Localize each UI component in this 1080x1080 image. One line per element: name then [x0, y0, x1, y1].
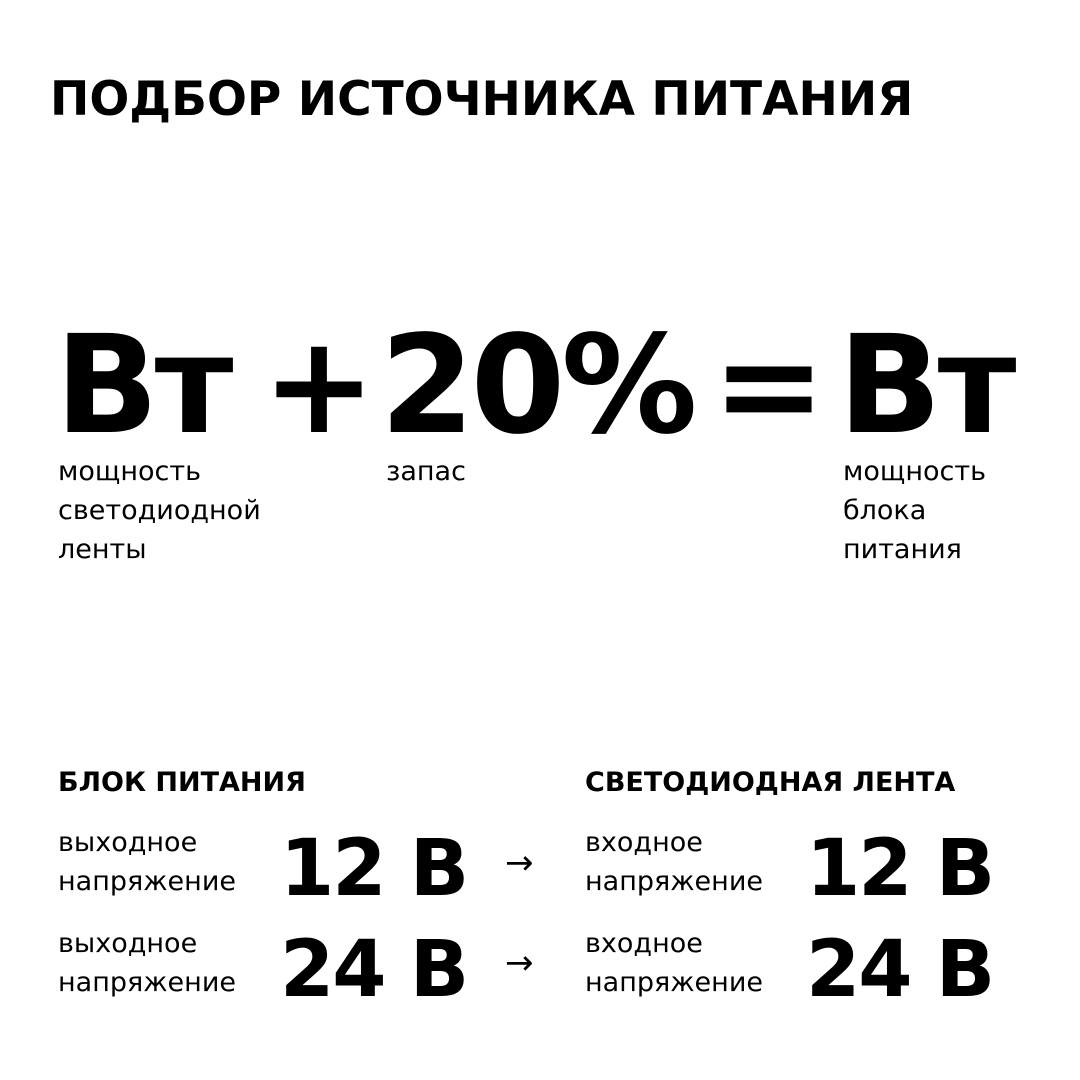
psu-header: БЛОК ПИТАНИЯ [58, 767, 306, 798]
strip-voltage-label: входное напряжение [585, 924, 763, 1002]
psu-power-label: мощность блока питания [843, 452, 986, 569]
label-line: напряжение [585, 866, 763, 897]
reserve-term: 20% [380, 307, 698, 465]
psu-power-term: Вт [838, 307, 1016, 465]
label-line: выходное [58, 928, 198, 959]
strip-voltage-value: 12 В [806, 824, 995, 914]
label-line: напряжение [58, 967, 236, 998]
label-line: мощность [58, 456, 201, 487]
label-line: блока [843, 495, 927, 526]
label-line: выходное [58, 827, 198, 858]
strip-power-term: Вт [55, 307, 233, 465]
psu-voltage-value: 24 В [280, 925, 469, 1015]
psu-voltage-value: 12 В [280, 824, 469, 914]
label-line: входное [585, 827, 703, 858]
label-line: светодиодной [58, 495, 261, 526]
psu-voltage-label: выходное напряжение [58, 924, 236, 1002]
strip-header: СВЕТОДИОДНАЯ ЛЕНТА [585, 767, 956, 798]
label-line: питания [843, 534, 962, 565]
arrow-right-icon: → [505, 943, 534, 983]
label-line: ленты [58, 534, 147, 565]
equals-sign: = [712, 307, 826, 465]
label-line: запас [386, 456, 466, 487]
label-line: напряжение [58, 866, 236, 897]
arrow-right-icon: → [505, 843, 534, 883]
reserve-label: запас [386, 452, 466, 491]
label-line: напряжение [585, 967, 763, 998]
strip-voltage-label: входное напряжение [585, 823, 763, 901]
label-line: входное [585, 928, 703, 959]
psu-voltage-label: выходное напряжение [58, 823, 236, 901]
label-line: мощность [843, 456, 986, 487]
strip-voltage-value: 24 В [806, 925, 995, 1015]
strip-power-label: мощность светодиодной ленты [58, 452, 261, 569]
page-title: ПОДБОР ИСТОЧНИКА ПИТАНИЯ [50, 72, 914, 127]
plus-sign: + [262, 307, 376, 465]
